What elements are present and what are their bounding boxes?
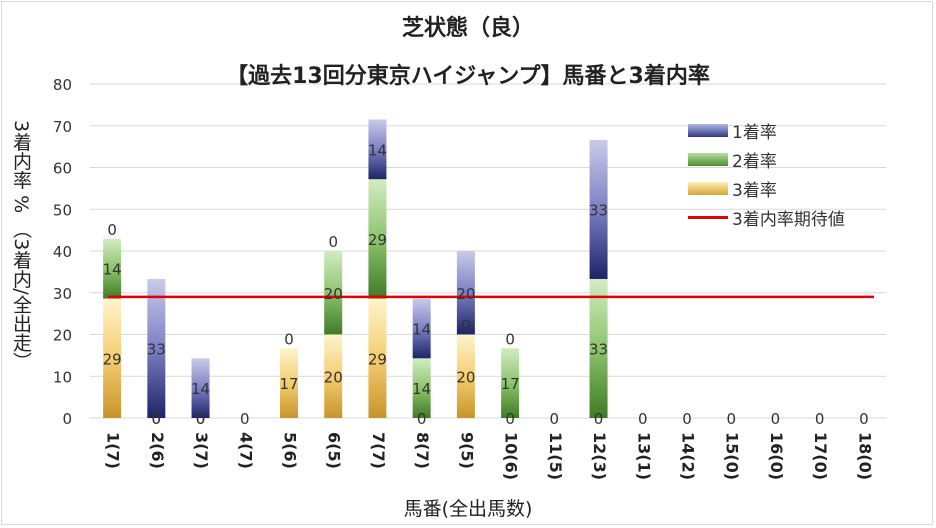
bar-segment: [103, 298, 122, 418]
data-label: 33: [589, 201, 608, 219]
x-tick-label: 11(5): [546, 432, 565, 480]
x-tick-label: 13(1): [634, 432, 653, 480]
bar-segment: [589, 139, 608, 279]
data-label: 20: [324, 368, 343, 386]
bar-segment: [280, 348, 298, 418]
data-label: 17: [501, 375, 520, 393]
x-tick-label: 2(6): [148, 432, 167, 469]
data-label: 20: [324, 285, 343, 303]
data-label: 0: [726, 410, 736, 428]
legend-label-second: 2着率: [732, 152, 777, 172]
bar-segment: [589, 278, 608, 418]
bar-segment: [191, 358, 210, 418]
bar-segment: [324, 334, 343, 418]
bar-segment: [412, 358, 431, 418]
chart-subtitle: 【過去13回分東京ハイジャンプ】馬番と3着内率: [226, 64, 710, 89]
bar-segment: [324, 251, 343, 335]
data-label: 0: [152, 410, 162, 428]
legend-label-expected: 3着内率期待値: [732, 210, 845, 230]
bar-segment: [368, 179, 387, 299]
y-tick-label: 40: [53, 243, 72, 261]
data-label: 0: [417, 410, 427, 428]
data-label: 0: [505, 410, 515, 428]
legend-swatch-third: [688, 182, 728, 195]
bar-segment: [368, 119, 387, 180]
legend-label-third: 3着率: [732, 181, 777, 201]
data-label: 14: [191, 380, 210, 398]
x-axis-label: 馬番(全出馬数): [403, 498, 533, 520]
legend-label-win: 1着率: [732, 123, 777, 143]
data-label: 0: [152, 410, 162, 428]
bar-segment: [456, 334, 475, 418]
y-tick-label: 20: [53, 327, 72, 345]
legend-item-win: 1着率: [688, 116, 845, 145]
data-label: 20: [456, 285, 475, 303]
legend-item-expected: 3着内率期待値: [688, 203, 845, 232]
data-label: 14: [412, 320, 431, 338]
data-label: 0: [328, 233, 338, 251]
y-tick-label: 70: [53, 118, 72, 136]
legend-item-second: 2着率: [688, 145, 845, 174]
data-label: 33: [589, 340, 608, 358]
data-label: 29: [368, 231, 387, 249]
y-tick-label: 80: [53, 76, 72, 94]
data-label: 0: [196, 410, 206, 428]
x-tick-label: 10(6): [502, 432, 521, 480]
x-tick-label: 17(0): [811, 432, 830, 480]
bar-segment: [412, 298, 431, 359]
chart-title: 芝状態（良）: [401, 16, 534, 41]
x-tick-label: 8(7): [413, 432, 432, 469]
y-tick-label: 30: [53, 285, 72, 303]
data-label: 0: [815, 410, 825, 428]
x-tick-label: 3(7): [192, 432, 211, 469]
data-label: 14: [368, 141, 387, 159]
x-tick-label: 1(7): [104, 432, 123, 469]
bar-segment: [147, 278, 166, 418]
data-label: 29: [368, 350, 387, 368]
data-label: 0: [682, 410, 692, 428]
x-tick-label: 18(0): [855, 432, 874, 480]
data-label: 0: [196, 410, 206, 428]
data-label: 0: [107, 221, 117, 239]
data-label: 0: [240, 410, 250, 428]
legend-item-third: 3着率: [688, 174, 845, 203]
y-axis-label: 3着内率 % （3着内/全出走）: [10, 120, 32, 371]
data-label: 0: [284, 330, 294, 348]
x-tick-label: 9(5): [457, 432, 476, 469]
data-label: 0: [505, 330, 515, 348]
data-label: 0: [771, 410, 781, 428]
data-label: 0: [638, 410, 648, 428]
data-label: 0: [550, 410, 560, 428]
x-tick-label: 6(5): [325, 432, 344, 469]
bar-segment: [501, 348, 520, 418]
x-tick-label: 12(3): [590, 432, 609, 480]
x-tick-label: 16(0): [767, 432, 786, 480]
data-label: 29: [103, 350, 122, 368]
legend: 1着率 2着率 3着率 3着内率期待値: [688, 116, 845, 232]
y-tick-label: 10: [53, 368, 72, 386]
data-label: 0: [859, 410, 869, 428]
x-tick-label: 5(6): [281, 432, 300, 469]
data-label: 14: [412, 380, 431, 398]
x-tick-label: 4(7): [236, 432, 255, 469]
y-tick-label: 60: [53, 160, 72, 178]
data-label: 14: [103, 261, 122, 279]
bar-segment: [103, 238, 122, 299]
x-tick-label: 7(7): [369, 432, 388, 469]
data-label: 0: [461, 317, 471, 335]
bar-segment: [456, 251, 475, 335]
legend-swatch-second: [688, 153, 728, 166]
y-tick-label: 0: [62, 410, 72, 428]
data-label: 33: [147, 340, 166, 358]
legend-swatch-win: [688, 124, 728, 137]
x-tick-label: 14(2): [679, 432, 698, 480]
bar-segment: [368, 298, 387, 418]
data-label: 17: [279, 375, 298, 393]
x-tick-label: 15(0): [723, 432, 742, 480]
data-label: 0: [594, 410, 604, 428]
y-tick-label: 50: [53, 201, 72, 219]
data-label: 20: [456, 368, 475, 386]
legend-swatch-expected: [688, 216, 728, 219]
